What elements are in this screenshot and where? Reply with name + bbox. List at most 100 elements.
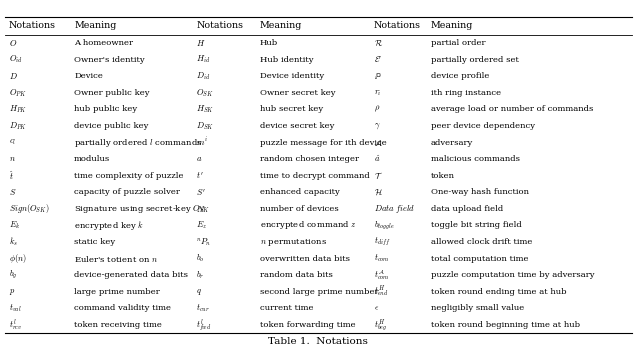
- Text: $t_{end}^{H}$: $t_{end}^{H}$: [374, 284, 388, 299]
- Text: $b_{toggle}$: $b_{toggle}$: [374, 219, 394, 232]
- Text: $c_l$: $c_l$: [9, 138, 16, 147]
- Text: Notations: Notations: [9, 22, 56, 30]
- Text: overwritten data bits: overwritten data bits: [260, 255, 350, 263]
- Text: Meaning: Meaning: [74, 22, 116, 30]
- Text: $H$: $H$: [196, 38, 206, 48]
- Text: ith ring instance: ith ring instance: [431, 89, 501, 97]
- Text: $n$: $n$: [9, 155, 16, 163]
- Text: $\epsilon$: $\epsilon$: [374, 304, 379, 313]
- Text: data upload field: data upload field: [431, 205, 503, 213]
- Text: hub secret key: hub secret key: [260, 105, 323, 113]
- Text: $t_{val}$: $t_{val}$: [9, 303, 22, 314]
- Text: token forwarding time: token forwarding time: [260, 321, 355, 329]
- Text: $S'$: $S'$: [196, 187, 206, 198]
- Text: $t_{fwd}^{l}$: $t_{fwd}^{l}$: [196, 317, 212, 333]
- Text: $t_{rcv}^{l}$: $t_{rcv}^{l}$: [9, 318, 22, 333]
- Text: partial order: partial order: [431, 39, 485, 47]
- Text: number of devices: number of devices: [260, 205, 339, 213]
- Text: token receiving time: token receiving time: [74, 321, 162, 329]
- Text: $\mathcal{H}$: $\mathcal{H}$: [374, 187, 383, 197]
- Text: $\mathcal{T}$: $\mathcal{T}$: [374, 171, 383, 181]
- Text: partially ordered set: partially ordered set: [431, 56, 519, 64]
- Text: second large prime number: second large prime number: [260, 288, 378, 296]
- Text: $H_{SK}$: $H_{SK}$: [196, 104, 214, 115]
- Text: device profile: device profile: [431, 72, 489, 80]
- Text: $t_{com}$: $t_{com}$: [374, 253, 389, 264]
- Text: current time: current time: [260, 304, 314, 313]
- Text: $Sign(O_{SK})$: $Sign(O_{SK})$: [9, 202, 49, 215]
- Text: $H_{PK}$: $H_{PK}$: [9, 104, 27, 115]
- Text: $\mathcal{A}$: $\mathcal{A}$: [374, 138, 383, 148]
- Text: $\mathbb{P}$: $\mathbb{P}$: [374, 71, 381, 81]
- Text: $O_{SK}$: $O_{SK}$: [196, 87, 214, 98]
- Text: hub public key: hub public key: [74, 105, 138, 113]
- Text: $\mathcal{E}'$: $\mathcal{E}'$: [374, 54, 382, 65]
- Text: One-way hash function: One-way hash function: [431, 188, 529, 196]
- Text: Signature using secret-key $O_{SK}$: Signature using secret-key $O_{SK}$: [74, 203, 210, 215]
- Text: puzzle computation time by adversary: puzzle computation time by adversary: [431, 271, 595, 279]
- Text: adversary: adversary: [431, 138, 473, 147]
- Text: command validity time: command validity time: [74, 304, 172, 313]
- Text: Meaning: Meaning: [260, 22, 302, 30]
- Text: $n$ permutations: $n$ permutations: [260, 236, 327, 247]
- Text: $E_k$: $E_k$: [9, 220, 20, 231]
- Text: $S$: $S$: [9, 187, 17, 197]
- Text: $\mathcal{R}$: $\mathcal{R}$: [374, 38, 383, 48]
- Text: token: token: [431, 172, 455, 180]
- Text: $D$: $D$: [9, 71, 18, 81]
- Text: device secret key: device secret key: [260, 122, 334, 130]
- Text: Notations: Notations: [374, 22, 421, 30]
- Text: total computation time: total computation time: [431, 255, 529, 263]
- Text: $\rho$: $\rho$: [374, 104, 380, 114]
- Text: Meaning: Meaning: [431, 22, 473, 30]
- Text: capacity of puzzle solver: capacity of puzzle solver: [74, 188, 180, 196]
- Text: $t_{beg}^{H}$: $t_{beg}^{H}$: [374, 317, 387, 333]
- Text: modulus: modulus: [74, 155, 111, 163]
- Text: large prime number: large prime number: [74, 288, 160, 296]
- Text: $q$: $q$: [196, 287, 202, 297]
- Text: token round beginning time at hub: token round beginning time at hub: [431, 321, 580, 329]
- Text: time complexity of puzzle: time complexity of puzzle: [74, 172, 184, 180]
- Text: device public key: device public key: [74, 122, 148, 130]
- Text: A homeowner: A homeowner: [74, 39, 133, 47]
- Text: encrypted key $k$: encrypted key $k$: [74, 219, 145, 232]
- Text: $\phi(n)$: $\phi(n)$: [9, 252, 27, 265]
- Text: $O$: $O$: [9, 38, 17, 48]
- Text: Hub: Hub: [260, 39, 278, 47]
- Text: $N$: $N$: [196, 204, 206, 214]
- Text: $O_{id}$: $O_{id}$: [9, 54, 22, 65]
- Text: $b_g$: $b_g$: [9, 269, 17, 281]
- Text: $b_o$: $b_o$: [196, 253, 205, 264]
- Text: Table 1.  Notations: Table 1. Notations: [268, 337, 368, 346]
- Text: device-generated data bits: device-generated data bits: [74, 271, 188, 279]
- Text: $a$: $a$: [196, 155, 203, 163]
- Text: Notations: Notations: [196, 22, 243, 30]
- Text: $H_{id}$: $H_{id}$: [196, 54, 211, 65]
- Text: $t'$: $t'$: [196, 170, 204, 181]
- Text: $t_{diff}$: $t_{diff}$: [374, 236, 390, 248]
- Text: $D_{SK}$: $D_{SK}$: [196, 120, 214, 132]
- Text: $b_r$: $b_r$: [196, 269, 205, 281]
- Text: $\hat{a}$: $\hat{a}$: [374, 154, 380, 164]
- Text: $D_{id}$: $D_{id}$: [196, 70, 211, 82]
- Text: Owner's identity: Owner's identity: [74, 56, 145, 64]
- Text: random data bits: random data bits: [260, 271, 333, 279]
- Text: Device: Device: [74, 72, 103, 80]
- Text: $O_{PK}$: $O_{PK}$: [9, 87, 26, 98]
- Text: malicious commands: malicious commands: [431, 155, 520, 163]
- Text: toggle bit string field: toggle bit string field: [431, 222, 522, 229]
- Text: $m^i$: $m^i$: [196, 136, 208, 149]
- Text: random chosen integer: random chosen integer: [260, 155, 359, 163]
- Text: $r_i$: $r_i$: [374, 88, 381, 97]
- Text: encrypted command $z$: encrypted command $z$: [260, 219, 356, 232]
- Text: peer device dependency: peer device dependency: [431, 122, 535, 130]
- Text: allowed clock drift time: allowed clock drift time: [431, 238, 532, 246]
- Text: static key: static key: [74, 238, 115, 246]
- Text: enhanced capacity: enhanced capacity: [260, 188, 340, 196]
- Text: $\gamma$: $\gamma$: [374, 121, 380, 131]
- Text: Device identity: Device identity: [260, 72, 324, 80]
- Text: Owner secret key: Owner secret key: [260, 89, 335, 97]
- Text: puzzle message for ith device: puzzle message for ith device: [260, 138, 387, 147]
- Text: Euler's totient on $n$: Euler's totient on $n$: [74, 254, 159, 264]
- Text: average load or number of commands: average load or number of commands: [431, 105, 593, 113]
